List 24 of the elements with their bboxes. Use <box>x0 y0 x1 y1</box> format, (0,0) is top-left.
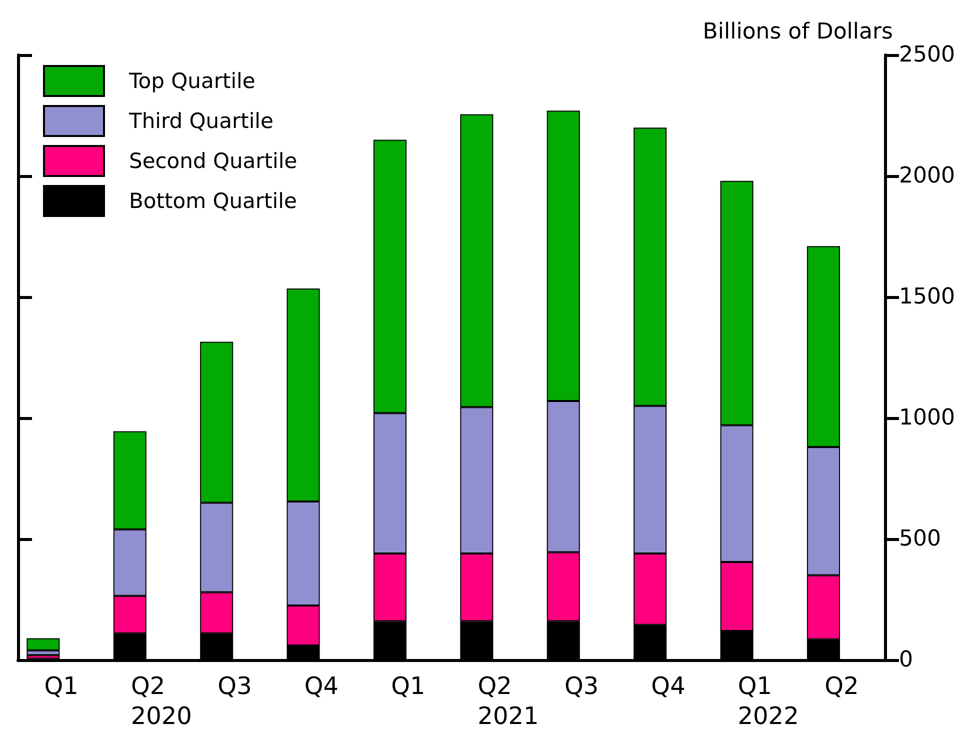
text: 2021 <box>478 702 539 730</box>
y-tick-label: 1000 <box>899 406 955 430</box>
x-tick-label: Q2 <box>824 672 859 700</box>
legend-label: Top Quartile <box>128 69 256 93</box>
x-tick-label: Q1 <box>391 672 426 700</box>
x-tick-label: Q1 <box>738 672 772 700</box>
x-tick-label: Q4 <box>304 672 339 700</box>
x-tick-label: Q3 <box>564 672 599 700</box>
text: 2020 <box>130 702 192 730</box>
x-tick-label: Q2 <box>478 672 512 700</box>
x-tick-label: Q2 <box>130 672 166 700</box>
legend-label: Bottom Quartile <box>129 189 297 213</box>
y-tick-label: 500 <box>899 526 941 552</box>
legend-label: Second Quartile <box>129 149 298 173</box>
y-tick-label: 1500 <box>899 284 955 310</box>
legend-label: Third Quartile <box>128 109 274 133</box>
text: 2022 <box>738 702 799 730</box>
x-tick-label: Q4 <box>651 672 686 700</box>
y-tick-label: 2000 <box>899 164 955 188</box>
y-tick-label: 0 <box>899 648 913 672</box>
y-axis-title: Billions of Dollars <box>702 20 893 44</box>
y-tick-label: 2500 <box>899 42 955 68</box>
x-tick-label: Q3 <box>218 672 252 700</box>
x-tick-label: Q1 <box>44 672 78 700</box>
